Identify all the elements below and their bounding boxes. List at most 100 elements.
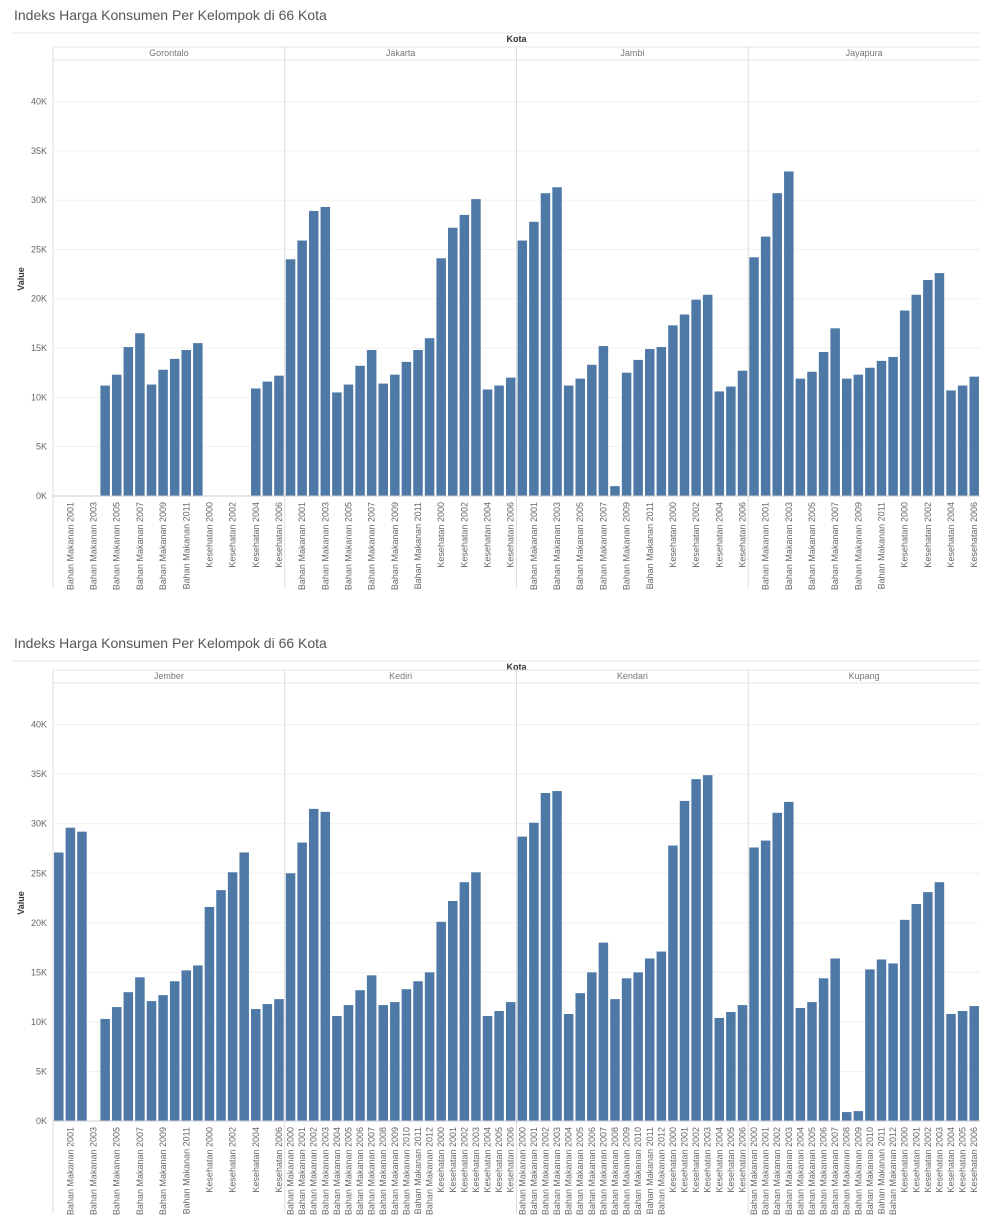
chart-title: Indeks Harga Konsumen Per Kelompok di 66… xyxy=(14,635,327,651)
x-tick-label: Bahan Makanan 2012 xyxy=(888,1127,898,1215)
bar xyxy=(390,374,400,496)
x-tick-label: Kesehatan 2000 xyxy=(436,502,446,568)
x-tick-label: Bahan Makanan 2005 xyxy=(575,1127,585,1215)
bar xyxy=(424,972,435,1121)
y-tick-label: 15K xyxy=(31,967,47,977)
bar xyxy=(645,349,655,496)
x-tick-label: Bahan Makanan 2000 xyxy=(749,1127,759,1215)
bar xyxy=(158,369,168,496)
bar xyxy=(529,221,539,497)
bar xyxy=(760,840,771,1121)
bar xyxy=(169,981,180,1121)
x-tick-label: Kesehatan 2004 xyxy=(483,1127,493,1193)
x-tick-label: Bahan Makanan 2007 xyxy=(598,502,608,590)
x-tick-label: Bahan Makanan 2011 xyxy=(181,502,191,589)
x-tick-label: Kesehatan 2002 xyxy=(691,502,701,568)
bar xyxy=(401,989,412,1121)
bar xyxy=(911,903,922,1121)
bar xyxy=(888,356,898,496)
y-tick-label: 25K xyxy=(31,244,47,254)
x-tick-label: Kesehatan 2006 xyxy=(274,1127,284,1193)
x-tick-label: Bahan Makanan 2001 xyxy=(529,502,539,590)
bar xyxy=(111,374,122,496)
x-tick-label: Bahan Makanan 2011 xyxy=(413,502,423,589)
bar xyxy=(934,273,945,496)
bar xyxy=(262,1004,273,1121)
x-tick-label: Bahan Makanan 2007 xyxy=(135,502,145,590)
x-tick-label: Kesehatan 2006 xyxy=(506,1127,516,1193)
bar xyxy=(274,999,284,1121)
x-tick-label: Bahan Makanan 2005 xyxy=(343,502,353,590)
bar xyxy=(610,486,620,496)
bar xyxy=(111,1007,122,1121)
x-tick-label: Kesehatan 2000 xyxy=(436,1127,446,1193)
x-tick-label: Kesehatan 2006 xyxy=(274,502,284,568)
x-tick-label: Bahan Makanan 2007 xyxy=(830,502,840,590)
bar xyxy=(366,975,377,1121)
x-tick-label: Kesehatan 2003 xyxy=(703,1127,713,1193)
bar xyxy=(123,992,134,1121)
bar xyxy=(598,346,609,496)
bar xyxy=(413,981,423,1121)
x-tick-label: Kesehatan 2004 xyxy=(946,502,956,568)
x-tick-label: Bahan Makanan 2008 xyxy=(842,1127,852,1215)
y-tick-label: 5K xyxy=(36,442,47,452)
x-tick-label: Kesehatan 2003 xyxy=(934,1127,944,1193)
x-tick-label: Bahan Makanan 2011 xyxy=(877,502,887,589)
x-tick-label: Bahan Makanan 2012 xyxy=(425,1127,435,1215)
bar xyxy=(714,391,725,496)
bar xyxy=(598,942,609,1121)
bar xyxy=(957,385,968,496)
bar xyxy=(378,383,388,496)
panel-name: Gorontalo xyxy=(149,48,189,58)
panel-name: Jambi xyxy=(620,48,644,58)
bar xyxy=(540,193,551,496)
x-tick-label: Kesehatan 2002 xyxy=(459,502,469,568)
x-tick-label: Bahan Makanan 2007 xyxy=(830,1127,840,1215)
bar xyxy=(297,240,307,496)
facet-header: Kota xyxy=(507,34,528,44)
bar xyxy=(216,890,226,1121)
bar xyxy=(308,808,319,1121)
bar xyxy=(100,385,110,496)
bar xyxy=(656,951,667,1121)
panel-name: Kupang xyxy=(849,671,880,681)
bar xyxy=(807,1002,817,1121)
bar xyxy=(355,990,365,1121)
bar xyxy=(691,779,701,1121)
bar xyxy=(332,1015,342,1121)
bar xyxy=(563,1013,574,1121)
bar xyxy=(424,338,435,496)
x-tick-label: Bahan Makanan 2011 xyxy=(413,1127,423,1214)
x-tick-label: Bahan Makanan 2009 xyxy=(853,502,863,590)
y-axis-label: Value xyxy=(16,891,26,915)
x-tick-label: Bahan Makanan 2005 xyxy=(807,1127,817,1215)
bar xyxy=(471,199,481,496)
bar xyxy=(517,836,528,1121)
bar xyxy=(251,1009,261,1121)
bar xyxy=(297,842,307,1121)
y-tick-label: 35K xyxy=(31,146,47,156)
bar xyxy=(679,800,690,1121)
chart-title: Indeks Harga Konsumen Per Kelompok di 66… xyxy=(14,7,327,23)
bar xyxy=(691,299,701,496)
x-tick-label: Bahan Makanan 2003 xyxy=(552,1127,562,1215)
x-tick-label: Kesehatan 2002 xyxy=(923,502,933,568)
bar xyxy=(633,359,643,496)
x-tick-label: Bahan Makanan 2004 xyxy=(795,1127,805,1215)
bar xyxy=(320,206,331,496)
bar xyxy=(227,872,238,1121)
x-tick-label: Bahan Makanan 2009 xyxy=(158,502,168,590)
x-tick-label: Kesehatan 2002 xyxy=(923,1127,933,1193)
x-tick-label: Kesehatan 2004 xyxy=(251,1127,261,1193)
bar xyxy=(482,1015,493,1121)
x-tick-label: Bahan Makanan 2001 xyxy=(529,1127,539,1215)
x-tick-label: Bahan Makanan 2008 xyxy=(610,1127,620,1215)
x-tick-label: Kesehatan 2004 xyxy=(714,502,724,568)
x-tick-label: Kesehatan 2001 xyxy=(911,1127,921,1193)
y-axis-label: Value xyxy=(16,267,26,291)
x-tick-label: Kesehatan 2004 xyxy=(251,502,261,568)
x-tick-label: Bahan Makanan 2010 xyxy=(633,1127,643,1215)
x-tick-label: Kesehatan 2006 xyxy=(969,502,979,568)
bar xyxy=(899,919,910,1121)
